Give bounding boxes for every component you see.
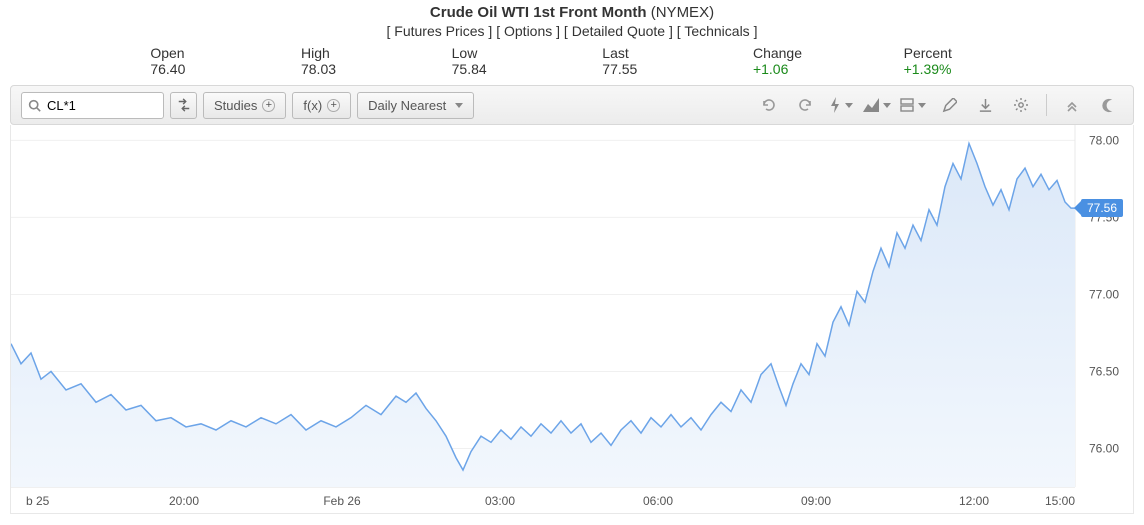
svg-text:77.00: 77.00 (1089, 287, 1119, 301)
stat-high: High 78.03 (301, 45, 391, 77)
svg-text:09:00: 09:00 (801, 494, 831, 508)
compare-button[interactable] (170, 92, 197, 119)
stat-open: Open 76.40 (150, 45, 240, 77)
plus-icon: + (262, 99, 275, 112)
stat-change: Change +1.06 (753, 45, 843, 77)
svg-text:03:00: 03:00 (485, 494, 515, 508)
undo-button[interactable] (754, 92, 784, 119)
last-price-badge: 77.56 (1081, 199, 1123, 217)
plus-icon: + (327, 99, 340, 112)
stat-percent: Percent +1.39% (904, 45, 994, 77)
instrument-title: Crude Oil WTI 1st Front Month (430, 4, 647, 21)
redo-button[interactable] (790, 92, 820, 119)
svg-text:Feb 26: Feb 26 (323, 494, 361, 508)
fx-button[interactable]: f(x)+ (292, 92, 351, 119)
svg-text:12:00: 12:00 (959, 494, 989, 508)
theme-button[interactable] (1093, 92, 1123, 119)
draw-button[interactable] (934, 92, 964, 119)
nav-futures[interactable]: [ Futures Prices ] (387, 23, 493, 39)
symbol-search[interactable] (21, 92, 164, 119)
stats-row: Open 76.40 High 78.03 Low 75.84 Last 77.… (0, 41, 1144, 85)
exchange-label: (NYMEX) (651, 4, 714, 21)
search-icon (28, 99, 41, 112)
chart-svg: 76.0076.5077.0077.5078.00b 2520:00Feb 26… (11, 125, 1135, 513)
download-button[interactable] (970, 92, 1000, 119)
nav-options[interactable]: [ Options ] (496, 23, 560, 39)
stat-last: Last 77.55 (602, 45, 692, 77)
studies-button[interactable]: Studies+ (203, 92, 286, 119)
svg-text:76.00: 76.00 (1089, 441, 1119, 455)
svg-text:15:00: 15:00 (1045, 494, 1075, 508)
chart-type-menu[interactable] (862, 92, 892, 119)
nav-links: [ Futures Prices ] [ Options ] [ Detaile… (0, 23, 1144, 39)
layout-menu[interactable] (898, 92, 928, 119)
nav-technicals[interactable]: [ Technicals ] (677, 23, 758, 39)
nav-detailed[interactable]: [ Detailed Quote ] (564, 23, 673, 39)
svg-text:06:00: 06:00 (643, 494, 673, 508)
svg-text:78.00: 78.00 (1089, 133, 1119, 147)
symbol-input[interactable] (47, 98, 157, 113)
stat-low: Low 75.84 (452, 45, 542, 77)
svg-text:b 25: b 25 (26, 494, 50, 508)
chart-toolbar: Studies+ f(x)+ Daily Nearest (10, 85, 1134, 125)
chart-header: Crude Oil WTI 1st Front Month (NYMEX) [ … (0, 0, 1144, 41)
collapse-button[interactable] (1057, 92, 1087, 119)
price-chart[interactable]: 76.0076.5077.0077.5078.00b 2520:00Feb 26… (10, 125, 1134, 514)
range-select[interactable]: Daily Nearest (357, 92, 474, 119)
svg-text:20:00: 20:00 (169, 494, 199, 508)
settings-button[interactable] (1006, 92, 1036, 119)
svg-text:76.50: 76.50 (1089, 364, 1119, 378)
lightning-menu[interactable] (826, 92, 856, 119)
